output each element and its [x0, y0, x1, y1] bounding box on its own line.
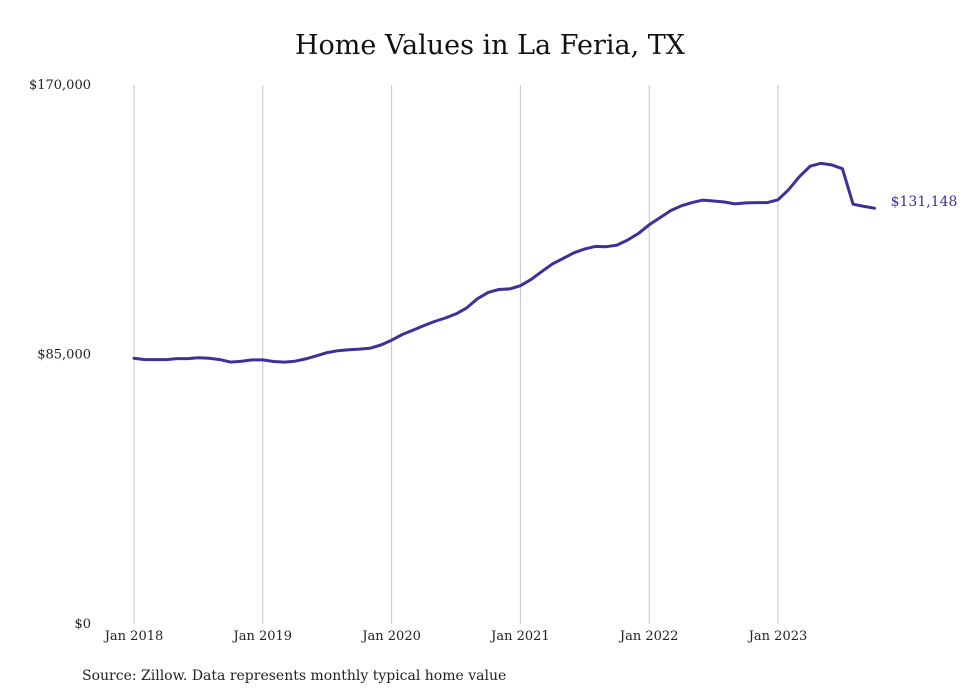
y-tick-label: $0: [74, 617, 91, 632]
x-tick-label: Jan 2018: [103, 629, 164, 644]
x-tick-label: Jan 2021: [489, 629, 550, 644]
x-tick-label: Jan 2023: [747, 629, 808, 644]
end-value-label: $131,148: [891, 194, 958, 210]
x-tick-label: Jan 2022: [618, 629, 679, 644]
series-line-home-value: [132, 161, 877, 364]
x-tick-label: Jan 2020: [360, 629, 421, 644]
y-tick-label: $85,000: [37, 348, 91, 363]
x-axis-ticks: Jan 2018 Jan 2019 Jan 2020 Jan 2021 Jan 2022…: [103, 629, 808, 644]
x-tick-label: Jan 2019: [232, 629, 293, 644]
source-note: Source: Zillow. Data represents monthly …: [82, 668, 507, 684]
y-axis-ticks: $170,000 $85,000 $0: [29, 78, 91, 632]
grid-lines: [133, 85, 779, 624]
chart-title: Home Values in La Feria, TX: [294, 30, 685, 61]
y-tick-label: $170,000: [29, 78, 91, 93]
